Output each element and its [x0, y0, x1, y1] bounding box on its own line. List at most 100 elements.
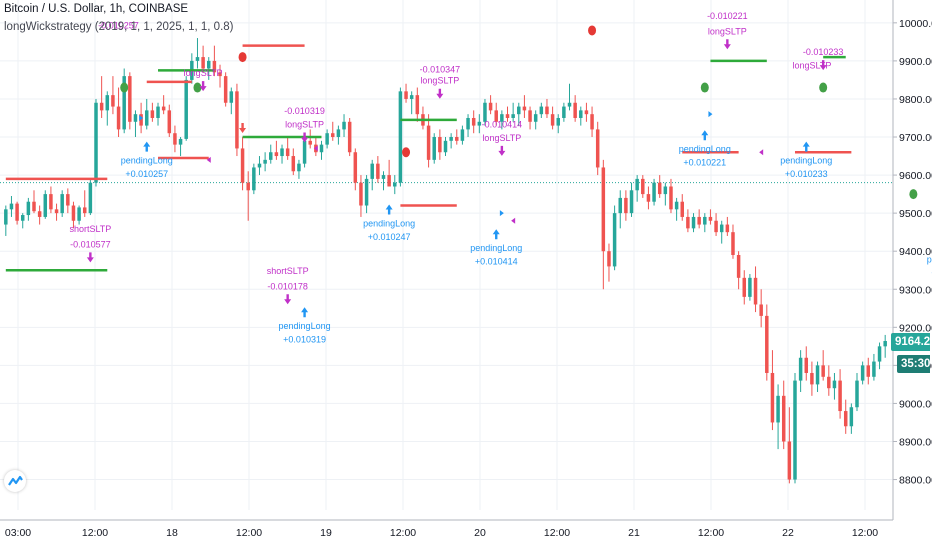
candle-body — [770, 372, 775, 423]
time-axis-label: 12:00 — [698, 527, 724, 539]
order-label: pendingLong — [121, 156, 173, 166]
candle-body — [714, 220, 718, 233]
order-label: pendingLong — [927, 255, 932, 265]
candle-body — [686, 216, 690, 229]
candle-body — [26, 201, 31, 216]
candle-body — [455, 137, 459, 141]
order-label: pendingLong — [780, 156, 832, 166]
order-label: longSLTP — [420, 76, 459, 86]
candle-body — [810, 372, 814, 385]
candle-body — [725, 224, 730, 233]
exit-arrow-down-icon — [86, 252, 94, 263]
candle-body — [426, 125, 431, 160]
candle-body — [793, 380, 797, 480]
candle-body — [517, 106, 521, 115]
candle-body — [139, 114, 143, 126]
candle-body — [657, 182, 662, 195]
tradingview-logo-icon[interactable] — [4, 470, 26, 492]
fill-marker-icon — [499, 210, 504, 217]
candle-body — [9, 203, 14, 210]
candle-body — [347, 121, 352, 153]
candle-body — [511, 114, 515, 118]
candle-body — [877, 346, 882, 362]
candle-body — [201, 57, 205, 69]
order-label: pendingLong — [679, 144, 731, 154]
price-axis-label: 9400.00 — [899, 246, 932, 258]
candle-body — [280, 148, 284, 157]
candle-body — [765, 315, 769, 373]
candle-body — [184, 79, 188, 139]
price-axis-label: 9800.00 — [899, 94, 932, 106]
candle-body — [257, 163, 262, 168]
candle-body — [449, 137, 453, 141]
candle-body — [353, 152, 358, 183]
signal-dot-green — [120, 82, 129, 93]
candle-body — [240, 148, 245, 183]
candle-body — [601, 167, 606, 252]
candle-body — [150, 110, 155, 118]
candle-body — [144, 110, 149, 126]
candle-body — [269, 152, 273, 160]
candle-body — [207, 60, 211, 69]
time-axis-label: 12:00 — [390, 527, 416, 539]
indicator-legend[interactable]: longWickstrategy (2019, 1, 1, 2025, 1, 1… — [4, 21, 234, 33]
candle-body — [776, 395, 780, 423]
candle-body — [49, 194, 53, 210]
candle-body — [579, 110, 583, 118]
order-label: -0.010221 — [707, 11, 748, 21]
candle-body — [161, 106, 166, 111]
candle-body — [319, 144, 324, 153]
time-axis-label: 22 — [782, 527, 794, 539]
candle-body — [336, 129, 341, 138]
exit-arrow-down-icon — [284, 294, 292, 305]
candle-body — [629, 190, 634, 214]
price-axis-label: 10000.00 — [899, 18, 932, 30]
chart-title: Bitcoin / U.S. Dollar, 1h, COINBASE — [4, 3, 189, 15]
entry-arrow-up-icon — [143, 141, 151, 152]
order-label: +0.010414 — [475, 257, 518, 267]
candle-body — [432, 137, 436, 160]
time-axis-label: 18 — [166, 527, 178, 539]
candle-body — [697, 216, 701, 225]
order-label: -0.010414 — [482, 120, 523, 130]
exit-arrow-down-icon — [436, 88, 444, 99]
bar-countdown-badge: 35:30 — [897, 355, 930, 373]
fill-marker-icon — [139, 114, 144, 121]
candle-body — [883, 341, 887, 347]
candle-body — [409, 95, 414, 99]
entry-arrow-up-icon — [802, 141, 810, 152]
candle-body — [235, 91, 239, 149]
candle-body — [252, 167, 256, 191]
candle-body — [438, 137, 442, 153]
price-axis-label: 9500.00 — [899, 208, 932, 220]
price-axis-label: 9300.00 — [899, 284, 932, 296]
price-axis-label: 9700.00 — [899, 132, 932, 144]
candle-body — [167, 110, 172, 134]
candle-body — [285, 148, 290, 157]
candle-body — [787, 441, 792, 480]
candle-body — [669, 186, 673, 210]
candle-body — [522, 106, 527, 111]
candle-body — [838, 380, 842, 412]
candle-body — [370, 163, 374, 179]
candle-body — [274, 152, 279, 157]
time-axis-label: 12:00 — [236, 527, 262, 539]
exit-arrow-down-icon — [819, 60, 827, 71]
candle-body — [308, 140, 312, 145]
entry-arrow-up-icon — [701, 130, 709, 141]
candle-body — [719, 224, 724, 233]
candle-body — [331, 133, 335, 138]
time-axis-label: 12:00 — [544, 527, 570, 539]
time-axis-label: 03:00 — [5, 527, 31, 539]
order-label: longSLTP — [184, 68, 223, 78]
last-price-badge: 9164.20 — [891, 333, 932, 351]
order-label: longSLTP — [708, 26, 747, 36]
candle-body — [302, 140, 307, 164]
candle-body — [229, 91, 234, 103]
candle-body — [71, 205, 76, 221]
candle-body — [111, 95, 115, 107]
order-label: shortSLTP — [267, 266, 309, 276]
exit-arrow-down-icon — [498, 145, 506, 156]
